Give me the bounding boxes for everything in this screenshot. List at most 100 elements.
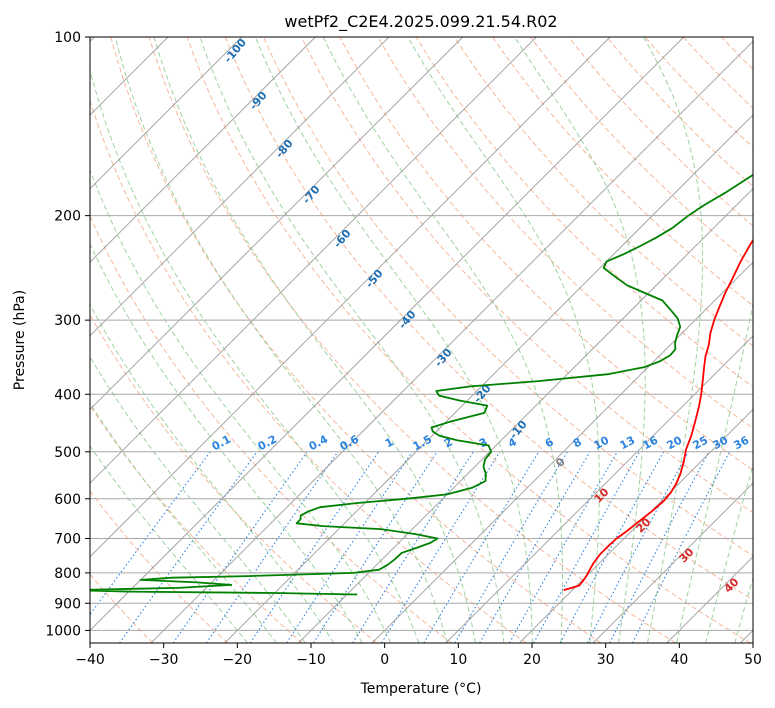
dry-adiabat (0, 37, 3, 643)
dry-adiabat (339, 37, 753, 471)
mixing-ratio-label: 20 (665, 433, 685, 452)
dry-adiabat (760, 37, 775, 643)
moist-adiabat-label: 40 (722, 575, 742, 595)
moist-adiabat (114, 37, 448, 643)
mixing-ratio-label: 0.2 (256, 433, 279, 454)
isotherm (90, 37, 685, 632)
dry-adiabat (90, 99, 527, 643)
y-tick-label: 200 (54, 209, 81, 225)
moist-adiabat-label: 30 (677, 545, 697, 565)
profile-lines (90, 173, 753, 596)
y-tick-label: 500 (54, 445, 81, 461)
dry-adiabat (453, 37, 753, 347)
y-axis-label: Pressure (hPa) (12, 290, 28, 390)
mixing-ratio-line (609, 451, 710, 643)
x-tick-label: 20 (523, 652, 541, 668)
dry-adiabat (186, 37, 751, 643)
dry-adiabat-label: -60 (331, 227, 354, 251)
mixing-ratio-label: 25 (691, 434, 711, 453)
isotherm (90, 37, 316, 263)
dry-adiabat-label: -80 (273, 137, 296, 161)
moist-adiabat (514, 37, 646, 643)
moist-adiabat (705, 463, 753, 643)
isotherm (224, 114, 753, 643)
isotherm (90, 37, 243, 190)
mixing-ratio-label: 36 (732, 433, 752, 452)
moist-adiabat (90, 68, 420, 643)
moist-adiabat-label: 10 (592, 485, 612, 505)
dry-adiabat (721, 37, 753, 70)
isotherm (90, 37, 464, 411)
chart-title: wetPf2_C2E4.2025.099.21.54.R02 (284, 12, 557, 32)
dry-adiabat (491, 37, 753, 307)
dry-adiabat (90, 214, 452, 643)
isotherm (90, 37, 390, 337)
moist-adiabat (642, 37, 704, 643)
mixing-ratio-line (509, 451, 618, 643)
line-annotations: -100-90-80-70-60-50-40-30-20-100.1 0.2 0.4… (210, 37, 752, 596)
moist-adiabat (322, 37, 563, 643)
mixing-ratio-line (559, 451, 665, 643)
dry-adiabat (110, 37, 602, 643)
mixing-ratio-line (423, 451, 540, 643)
mixing-ratio-label: 3 (477, 435, 490, 450)
mixing-ratio-label: 1.5 (411, 433, 434, 454)
y-tick-label: 700 (54, 532, 81, 548)
dry-adiabat (148, 37, 676, 643)
mixing-ratio-line (119, 451, 258, 643)
dry-adiabat-label: -30 (432, 346, 455, 370)
moist-adiabat (407, 37, 600, 643)
dry-adiabat (568, 37, 753, 227)
dry-adiabat (90, 313, 378, 643)
x-tick-label: −40 (75, 652, 105, 668)
mixing-ratio-label: 0.4 (307, 432, 331, 453)
moist-adiabat (90, 303, 335, 643)
mixing-ratio-label: 8 (571, 435, 584, 450)
mixing-ratio-line (172, 451, 308, 643)
moist-adiabat (734, 576, 753, 643)
mixing-ratio-label: 13 (618, 434, 638, 453)
moist-adiabat (90, 242, 363, 643)
x-tick-label: 30 (597, 652, 615, 668)
moist-adiabat (90, 445, 248, 643)
plot-area (0, 37, 775, 643)
axes: −40 −30 −20 −10 0 10 20 30 40 5010020030040050060… (45, 30, 762, 668)
x-tick-label: 10 (449, 652, 467, 668)
x-tick-label: 50 (744, 652, 762, 668)
dry-adiabat (377, 37, 753, 429)
mixing-ratio-line (249, 451, 379, 643)
isotherm (90, 37, 611, 558)
dewpoint-profile-line (90, 173, 753, 596)
y-tick-label: 800 (54, 566, 81, 582)
dry-adiabat-label: -50 (363, 267, 386, 291)
isotherm (150, 40, 753, 643)
y-tick-label: 1000 (45, 623, 81, 639)
moist-adiabat (254, 37, 533, 643)
y-tick-label: 100 (54, 30, 81, 46)
isotherm (90, 37, 537, 484)
isotherm (445, 335, 753, 643)
mixing-ratio-line (286, 451, 413, 643)
moist-adiabat-label: 0 (553, 455, 568, 470)
dry-adiabat (224, 37, 753, 601)
dry-adiabat (90, 490, 228, 643)
mixing-ratio-label: 6 (543, 435, 556, 450)
moist-adiabat (153, 37, 476, 643)
mixing-ratio-line (313, 451, 438, 643)
y-tick-label: 900 (54, 596, 81, 612)
x-tick-label: 0 (380, 652, 389, 668)
moist-adiabat (199, 37, 505, 643)
moist-adiabat (90, 168, 391, 643)
temperature-profile-line (563, 238, 753, 591)
x-axis-label: Temperature (°C) (360, 681, 482, 697)
mixing-ratio-label: 30 (711, 433, 731, 452)
x-tick-label: −30 (149, 652, 179, 668)
mixing-ratio-line (632, 451, 731, 643)
x-tick-label: 40 (670, 652, 688, 668)
x-tick-label: −10 (296, 652, 326, 668)
dry-adiabat-label: -40 (396, 308, 419, 332)
dry-adiabat (530, 37, 753, 267)
mixing-ratio-line (352, 451, 474, 643)
